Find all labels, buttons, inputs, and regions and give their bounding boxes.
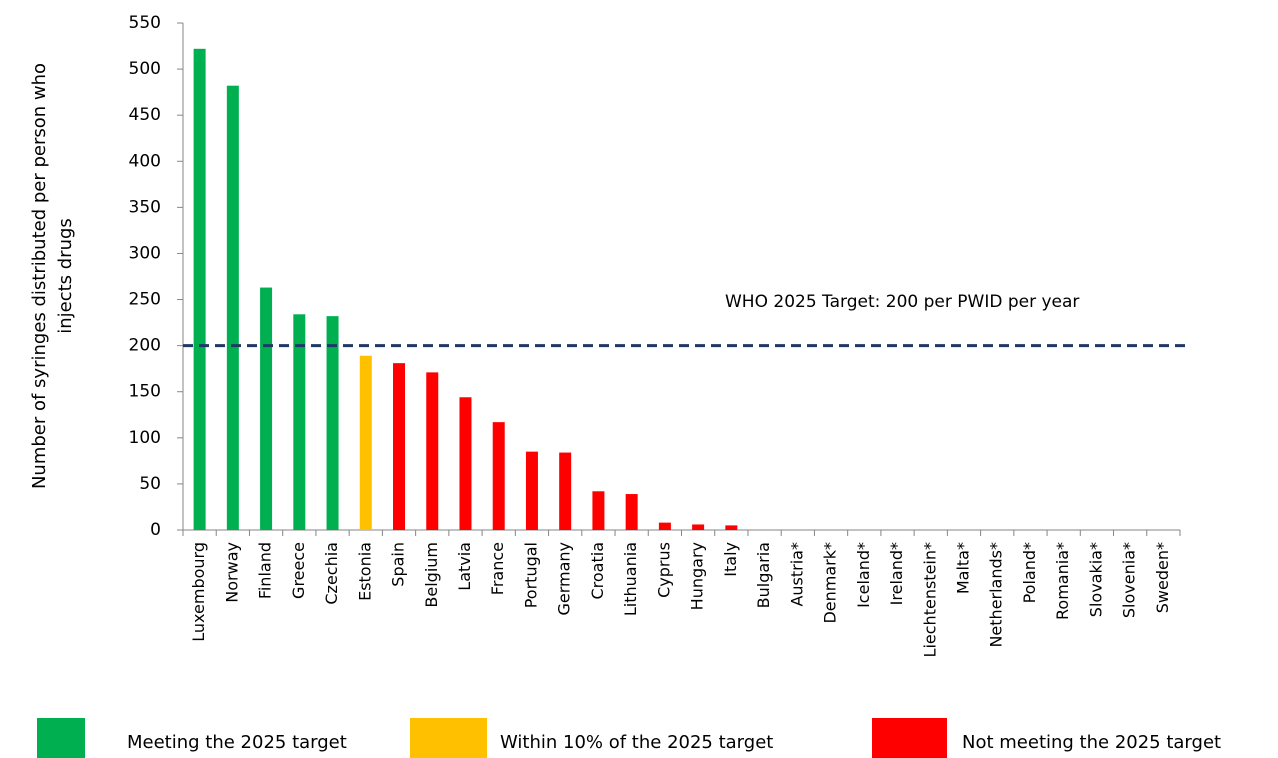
x-tick-label: Austria* bbox=[787, 542, 806, 607]
x-tick-label: Lithuania bbox=[621, 542, 640, 616]
bar bbox=[559, 452, 572, 530]
y-tick-label: 300 bbox=[129, 243, 161, 263]
x-tick-label: Italy bbox=[721, 542, 740, 577]
x-tick-label: Greece bbox=[289, 542, 308, 599]
x-tick-label: Bulgaria bbox=[754, 542, 773, 608]
x-tick-label: Romania* bbox=[1053, 542, 1072, 620]
bar bbox=[226, 85, 239, 530]
bar bbox=[658, 522, 671, 530]
legend-label: Within 10% of the 2025 target bbox=[500, 732, 773, 753]
x-tick-label: Ireland* bbox=[887, 542, 906, 605]
x-tick-label: Slovenia* bbox=[1120, 542, 1139, 618]
bar bbox=[592, 491, 605, 530]
bar bbox=[260, 287, 273, 530]
x-tick-label: Portugal bbox=[521, 542, 540, 608]
x-tick-label: Slovakia* bbox=[1086, 542, 1105, 617]
x-tick-label: Cyprus bbox=[654, 542, 673, 598]
y-tick-label: 450 bbox=[129, 105, 161, 125]
y-tick-label: 50 bbox=[139, 474, 161, 494]
bar bbox=[725, 525, 738, 530]
bar bbox=[692, 524, 705, 530]
bar bbox=[459, 397, 472, 530]
y-tick-label: 550 bbox=[129, 13, 161, 33]
legend-label: Meeting the 2025 target bbox=[127, 732, 347, 753]
x-tick-label: Denmark* bbox=[821, 542, 840, 624]
y-tick-label: 250 bbox=[129, 290, 161, 310]
y-tick-label: 400 bbox=[129, 151, 161, 171]
x-tick-label: Hungary bbox=[688, 542, 707, 610]
y-tick-label: 100 bbox=[129, 428, 161, 448]
x-tick-label: Poland* bbox=[1020, 542, 1039, 603]
x-tick-label: Norway bbox=[222, 542, 241, 603]
x-tick-label: Estonia bbox=[355, 542, 374, 601]
bar bbox=[426, 372, 439, 530]
x-tick-label: Belgium bbox=[422, 542, 441, 608]
legend-swatch bbox=[37, 718, 85, 758]
target-label: WHO 2025 Target: 200 per PWID per year bbox=[725, 292, 1079, 312]
y-tick-label: 350 bbox=[129, 197, 161, 217]
x-tick-label: Netherlands* bbox=[987, 542, 1006, 648]
x-tick-label: France bbox=[488, 542, 507, 595]
bar bbox=[193, 48, 206, 530]
x-tick-label: Czechia bbox=[322, 542, 341, 605]
bar bbox=[359, 355, 372, 530]
bar bbox=[326, 316, 339, 530]
x-tick-label: Latvia bbox=[455, 542, 474, 591]
bar bbox=[393, 363, 406, 530]
bar bbox=[625, 494, 638, 530]
legend-swatch bbox=[410, 718, 487, 758]
y-tick-label: 150 bbox=[129, 382, 161, 402]
y-axis-title: injects drugs bbox=[55, 218, 76, 334]
bar bbox=[492, 422, 505, 530]
x-tick-label: Finland bbox=[256, 542, 275, 599]
y-axis-title: Number of syringes distributed per perso… bbox=[29, 63, 50, 489]
x-tick-label: Spain bbox=[389, 542, 408, 587]
x-tick-label: Malta* bbox=[953, 542, 972, 594]
legend-label: Not meeting the 2025 target bbox=[962, 732, 1221, 753]
y-tick-label: 500 bbox=[129, 59, 161, 79]
legend-swatch bbox=[872, 718, 947, 758]
x-tick-label: Sweden* bbox=[1153, 542, 1172, 613]
y-tick-label: 0 bbox=[150, 520, 161, 540]
bar bbox=[293, 314, 306, 530]
x-tick-label: Germany bbox=[555, 542, 574, 616]
x-tick-label: Croatia bbox=[588, 542, 607, 600]
y-tick-label: 200 bbox=[129, 336, 161, 356]
x-tick-label: Luxembourg bbox=[189, 542, 208, 642]
x-tick-label: Iceland* bbox=[854, 542, 873, 608]
bar bbox=[525, 451, 538, 530]
x-tick-label: Liechtenstein* bbox=[920, 542, 939, 657]
